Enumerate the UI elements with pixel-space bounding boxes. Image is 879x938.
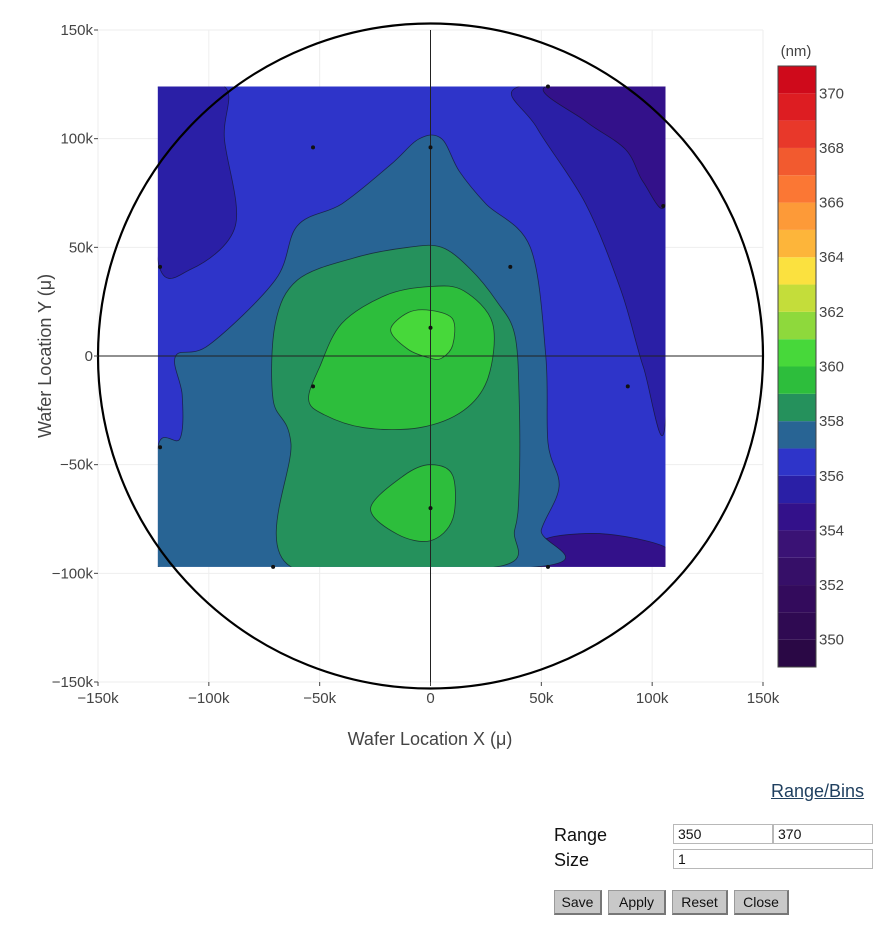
x-axis-title: Wafer Location X (μ) — [348, 729, 513, 749]
colorbar-bin-357 — [778, 421, 816, 449]
colorbar: 370 368 366 364 362 360 358 356 354 352 350 — [777, 65, 844, 668]
colorbar-bin-366 — [778, 175, 816, 203]
chart: −150k −100k −50k 0 50k 100k 150k 150k100k50k0−… — [35, 22, 844, 749]
colorbar-tick-label-1: 368 — [819, 140, 844, 157]
measurement-point-11 — [661, 204, 666, 209]
colorbar-bin-354 — [778, 503, 816, 531]
contour-region-355-2 — [511, 86, 666, 437]
reset-button[interactable]: Reset — [672, 890, 728, 915]
colorbar-tick-label-3: 364 — [819, 249, 844, 266]
measurement-point-10 — [545, 84, 550, 89]
size-label: Size — [554, 850, 590, 870]
colorbar-bin-364 — [778, 229, 816, 258]
colorbar-tick-label-5: 360 — [819, 359, 844, 376]
colorbar-bin-370 — [778, 66, 816, 94]
x-tick-label-4: 50k — [529, 690, 554, 707]
range-label: Range — [554, 825, 608, 845]
colorbar-bin-367 — [778, 147, 816, 176]
contour-region-359-8 — [370, 464, 456, 542]
colorbar-bin-350 — [778, 612, 816, 640]
y-axis: 150k 100k 50k 0 −50k −100k −150k — [52, 22, 98, 691]
colorbar-tick-label-10: 350 — [819, 632, 844, 649]
save-button[interactable]: Save — [554, 890, 602, 915]
colorbar-bin-359 — [778, 366, 816, 394]
y-axis-title: Wafer Location Y (μ) — [35, 274, 55, 438]
apply-button[interactable]: Apply — [608, 890, 666, 915]
colorbar-bin-355 — [778, 475, 816, 504]
y-tick-label-5: −100k — [52, 565, 94, 582]
colorbar-bin-356 — [778, 448, 816, 476]
measurement-point-3 — [311, 384, 316, 389]
colorbar-bin-358 — [778, 393, 816, 422]
colorbar-bin-349 — [778, 639, 816, 667]
colorbar-bin-369 — [778, 93, 816, 121]
colorbar-bin-361 — [778, 311, 816, 340]
y-tick-label-1: 100k — [60, 131, 93, 148]
measurement-point-7 — [158, 445, 163, 450]
measurement-point-6 — [158, 264, 163, 269]
measurement-point-0 — [428, 145, 433, 150]
contour-regions — [157, 86, 666, 567]
colorbar-tick-label-6: 358 — [819, 413, 844, 430]
measurement-point-2 — [428, 325, 433, 330]
measurement-point-1 — [508, 264, 513, 269]
range-max-input[interactable] — [773, 824, 873, 844]
contour-region-360-9 — [390, 309, 456, 360]
x-axis: −150k −100k −50k 0 50k 100k 150k — [77, 682, 780, 707]
colorbar-bin-363 — [778, 257, 816, 285]
measurement-point-5 — [311, 145, 316, 150]
measurement-point-8 — [271, 564, 276, 569]
x-tick-label-2: −50k — [303, 690, 336, 707]
colorbar-bin-352 — [778, 557, 816, 586]
y-tick-label-4: −50k — [60, 457, 93, 474]
measurement-points — [158, 84, 666, 569]
contour-region-354-3 — [542, 86, 666, 209]
colorbar-tick-label-4: 362 — [819, 304, 844, 321]
range-min-input[interactable] — [673, 824, 773, 844]
y-tick-label-6: −150k — [52, 674, 94, 691]
y-tick-label-0: 150k — [60, 22, 93, 39]
x-tick-label-5: 100k — [636, 690, 669, 707]
contour-region-355-1 — [157, 86, 237, 279]
zero-lines — [98, 30, 763, 682]
colorbar-bin-353 — [778, 530, 816, 558]
y-tick-label-2: 50k — [69, 239, 94, 256]
range-bins-link[interactable]: Range/Bins — [771, 781, 865, 801]
size-input[interactable] — [673, 849, 873, 869]
measurement-point-9 — [545, 564, 550, 569]
x-tick-label-0: −150k — [77, 690, 119, 707]
x-tick-label-6: 150k — [747, 690, 780, 707]
colorbar-tick-label-8: 354 — [819, 522, 844, 539]
close-button[interactable]: Close — [734, 890, 789, 915]
y-tick-label-3: 0 — [85, 348, 93, 365]
colorbar-bin-360 — [778, 339, 816, 367]
x-tick-label-3: 0 — [426, 690, 434, 707]
measurement-point-4 — [428, 506, 433, 511]
colorbar-bin-362 — [778, 284, 816, 312]
colorbar-title: (nm) — [781, 43, 812, 60]
measurement-point-12 — [625, 384, 630, 389]
colorbar-bin-368 — [778, 120, 816, 148]
colorbar-tick-label-0: 370 — [819, 85, 844, 102]
x-tick-label-1: −100k — [188, 690, 230, 707]
colorbar-tick-label-9: 352 — [819, 577, 844, 594]
colorbar-bin-365 — [778, 202, 816, 230]
colorbar-border — [777, 65, 817, 668]
colorbar-tick-label-7: 356 — [819, 468, 844, 485]
colorbar-bin-351 — [778, 585, 816, 613]
colorbar-tick-label-2: 366 — [819, 195, 844, 212]
